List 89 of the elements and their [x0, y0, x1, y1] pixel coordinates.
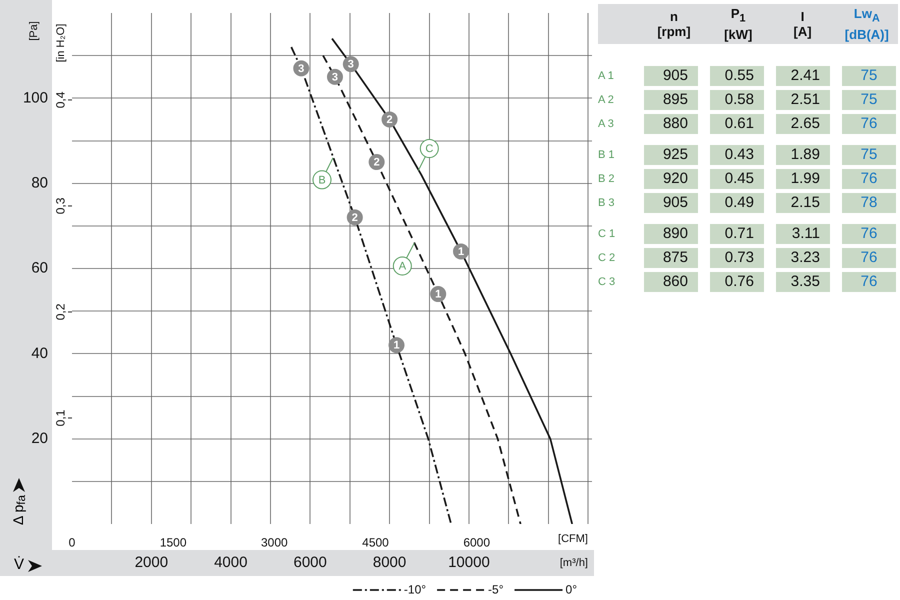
data-label: 880	[644, 114, 698, 134]
data-label: 76	[842, 272, 896, 292]
x-axis-title: [m³/h]	[560, 557, 588, 570]
y-tick-label: A 2	[598, 94, 615, 106]
x2-tick-label: 4500	[362, 536, 390, 550]
data-label: 2.65	[776, 114, 830, 134]
data-label: 3.35	[776, 272, 830, 292]
data-label: 0.58	[710, 90, 764, 110]
data-label: 0.55	[710, 66, 764, 86]
data-label: 920	[644, 169, 698, 189]
annotation: 2	[352, 212, 358, 224]
y2-axis-title: [in H₂O]	[55, 24, 68, 62]
x-tick-label: n [rpm]	[656, 9, 692, 39]
data-label: 1.99	[776, 169, 830, 189]
y-tick-label: C 1	[598, 228, 616, 240]
data-label: 0.49	[710, 193, 764, 213]
data-label: 75	[842, 145, 896, 165]
y-tick-label: 20	[31, 430, 48, 447]
data-label: 890	[644, 224, 698, 244]
legend-label: 0°	[566, 582, 578, 596]
data-label: 76	[842, 169, 896, 189]
annotation: 3	[298, 62, 304, 75]
line-series	[290, 46, 452, 524]
y2-tick-label: 0,3	[53, 197, 68, 214]
x-tick-label: 4000	[214, 554, 248, 572]
data-label: 75	[842, 66, 896, 86]
y-tick-label: B 2	[598, 173, 616, 185]
data-label: 0.45	[710, 169, 764, 189]
annotation: 3	[332, 71, 338, 84]
y-tick-label: C 2	[598, 252, 616, 264]
data-label: 2.15	[776, 193, 830, 213]
data-label: 76	[842, 114, 896, 134]
data-label: 905	[644, 66, 698, 86]
annotation: C	[425, 143, 434, 156]
x2-axis-title: [CFM]	[558, 533, 588, 546]
y-tick-label: B 3	[598, 197, 616, 209]
annotation: A	[398, 260, 407, 272]
x2-tick-label: 0	[68, 536, 76, 550]
legend-label: -10°	[404, 582, 426, 596]
annotation: 3	[348, 58, 354, 71]
y-tick-label: A 3	[598, 118, 615, 130]
x-tick-label: 2000	[134, 554, 168, 572]
y-tick-label: 60	[31, 260, 48, 277]
annotation: 2	[374, 156, 380, 169]
data-label: 860	[644, 272, 698, 292]
y-tick-label: 100	[22, 89, 48, 106]
y-tick-label: 80	[31, 174, 48, 192]
annotation: B	[318, 174, 326, 186]
data-label: 2.41	[776, 66, 830, 86]
annotation: 1	[458, 246, 464, 258]
data-label: 0.43	[710, 145, 764, 165]
legend-label: -5°	[488, 582, 504, 596]
data-label: 925	[644, 145, 698, 165]
text: V̇	[14, 556, 24, 573]
y-tick-label: B 1	[598, 149, 616, 161]
data-label: 875	[644, 248, 698, 268]
annotation: 1	[435, 288, 442, 301]
y-tick-label: A 1	[598, 70, 615, 82]
data-label: 0.73	[710, 248, 764, 268]
data-label: 0.61	[710, 114, 764, 134]
y-tick-label: C 3	[598, 276, 616, 288]
data-label: 76	[842, 248, 896, 268]
data-label: 75	[842, 90, 896, 110]
data-label: 895	[644, 90, 698, 110]
x-tick-label: I [A]	[792, 9, 813, 39]
x-tick-label: Lw$_{A}$ [dB(A)]	[844, 6, 890, 42]
x-tick-label: 10000	[448, 554, 490, 572]
data-label: 905	[644, 193, 698, 213]
x2-tick-label: 1500	[160, 536, 187, 550]
x-tick-label: P$_{1}$ [kW]	[723, 6, 754, 42]
y-tick-label: 40	[31, 344, 48, 362]
data-label: 78	[842, 193, 896, 213]
y2-tick-label: 0,2	[53, 303, 68, 320]
data-label: 76	[842, 224, 896, 244]
y2-tick-label: 0,4	[53, 91, 68, 108]
y2-tick-label: 0,1	[53, 409, 68, 426]
data-label: 0.76	[710, 272, 764, 292]
y-axis-title: [Pa]	[28, 21, 40, 41]
data-label: 0.71	[710, 224, 764, 244]
x-tick-label: 8000	[372, 554, 406, 572]
annotation: 2	[386, 114, 393, 126]
x2-tick-label: 3000	[260, 536, 288, 550]
x2-tick-label: 6000	[463, 536, 490, 550]
data-label: 2.51	[776, 90, 830, 110]
x-tick-label: 6000	[293, 554, 327, 572]
data-label: 3.23	[776, 248, 830, 268]
annotation: 1	[393, 340, 400, 352]
data-label: 1.89	[776, 145, 830, 165]
data-label: 3.11	[776, 224, 830, 244]
